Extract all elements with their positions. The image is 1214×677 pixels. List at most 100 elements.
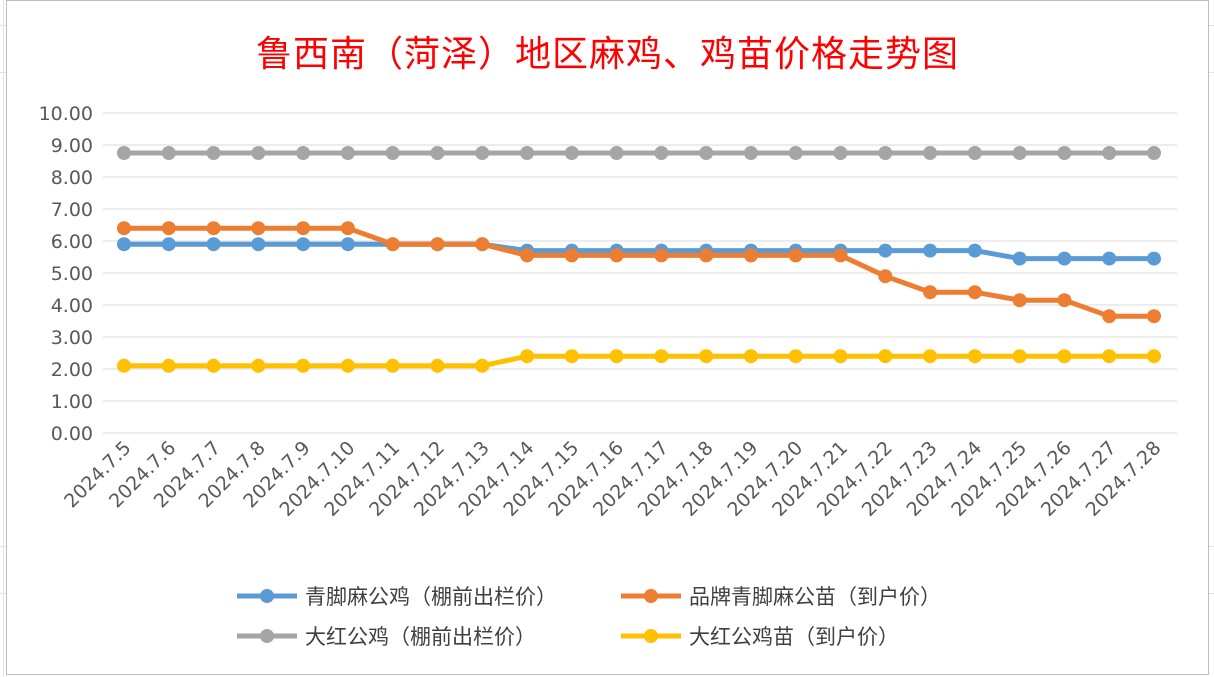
y-tick-label: 5.00 bbox=[51, 263, 93, 285]
data-point bbox=[788, 248, 803, 263]
series-line bbox=[121, 353, 1157, 369]
data-point bbox=[1057, 293, 1072, 308]
data-point bbox=[1057, 251, 1072, 266]
data-point bbox=[296, 221, 311, 236]
sheet-gridline bbox=[3, 0, 4, 677]
data-point bbox=[475, 237, 490, 252]
data-point bbox=[609, 349, 624, 364]
data-point bbox=[430, 237, 445, 252]
data-point bbox=[788, 146, 803, 160]
data-point bbox=[340, 237, 355, 252]
data-point bbox=[117, 358, 131, 373]
data-point bbox=[609, 248, 624, 263]
data-point bbox=[385, 358, 400, 373]
data-point bbox=[340, 146, 355, 160]
legend-item-series-4: 大红公鸡苗（到户价） bbox=[619, 621, 899, 651]
data-point bbox=[117, 146, 131, 160]
data-point bbox=[1147, 251, 1161, 266]
legend-label: 青脚麻公鸡（棚前出栏价） bbox=[305, 585, 557, 609]
data-point bbox=[923, 349, 938, 364]
data-point bbox=[296, 146, 311, 160]
data-point bbox=[699, 146, 714, 160]
legend-label: 品牌青脚麻公苗（到户价） bbox=[689, 585, 941, 609]
data-point bbox=[878, 146, 893, 160]
data-point bbox=[833, 349, 848, 364]
data-point bbox=[206, 237, 221, 252]
data-point bbox=[251, 146, 266, 160]
data-point bbox=[967, 285, 982, 300]
series-line bbox=[121, 225, 1157, 319]
data-point bbox=[430, 146, 445, 160]
chart-title: 鲁西南（菏泽）地区麻鸡、鸡苗价格走势图 bbox=[255, 34, 959, 75]
data-point bbox=[161, 237, 176, 252]
data-point bbox=[475, 146, 490, 160]
data-point bbox=[1012, 349, 1027, 364]
data-point bbox=[1012, 251, 1027, 266]
data-point bbox=[1147, 309, 1161, 324]
data-point bbox=[654, 248, 669, 263]
data-point bbox=[654, 146, 669, 160]
data-point bbox=[1057, 349, 1072, 364]
data-point bbox=[699, 349, 714, 364]
data-point bbox=[296, 358, 311, 373]
data-point bbox=[251, 221, 266, 236]
data-point bbox=[206, 221, 221, 236]
data-point bbox=[1147, 349, 1161, 364]
data-point bbox=[878, 243, 893, 258]
data-point bbox=[833, 248, 848, 263]
data-point bbox=[923, 243, 938, 258]
data-point bbox=[206, 358, 221, 373]
legend-label: 大红公鸡（棚前出栏价） bbox=[305, 625, 536, 649]
data-point bbox=[1102, 251, 1117, 266]
data-point bbox=[923, 146, 938, 160]
data-point bbox=[161, 146, 176, 160]
series-line bbox=[121, 241, 1157, 262]
legend-swatch-blue bbox=[237, 589, 297, 603]
legend-swatch-yellow bbox=[621, 629, 681, 643]
data-point bbox=[967, 349, 982, 364]
y-tick-label: 4.00 bbox=[51, 295, 93, 317]
data-point bbox=[340, 221, 355, 236]
data-point bbox=[1102, 309, 1117, 324]
legend-label: 大红公鸡苗（到户价） bbox=[689, 625, 899, 649]
legend-item-series-1: 青脚麻公鸡（棚前出栏价） bbox=[235, 581, 557, 611]
y-tick-label: 3.00 bbox=[51, 327, 93, 349]
data-point bbox=[833, 146, 848, 160]
data-point bbox=[430, 358, 445, 373]
data-point bbox=[1102, 349, 1117, 364]
data-point bbox=[251, 237, 266, 252]
plot-area: 0.00 1.00 2.00 3.00 4.00 5.00 6.00 7.00 8.00 9.00… bbox=[39, 103, 1177, 521]
data-point bbox=[1147, 146, 1161, 160]
data-point bbox=[967, 243, 982, 258]
data-point bbox=[520, 349, 535, 364]
y-tick-label: 10.00 bbox=[39, 103, 93, 125]
data-point bbox=[1012, 146, 1027, 160]
data-point bbox=[967, 146, 982, 160]
legend-item-series-3: 大红公鸡（棚前出栏价） bbox=[235, 621, 536, 651]
data-point bbox=[743, 349, 758, 364]
y-tick-label: 2.00 bbox=[51, 359, 93, 381]
data-point bbox=[117, 221, 131, 236]
chart-area[interactable]: 鲁西南（菏泽）地区麻鸡、鸡苗价格走势图 0.00 1.00 2.00 3.00 4.00… bbox=[6, 0, 1209, 675]
y-tick-label: 1.00 bbox=[51, 391, 93, 413]
data-point bbox=[1102, 146, 1117, 160]
y-tick-label: 8.00 bbox=[51, 167, 93, 189]
data-point bbox=[117, 237, 131, 252]
legend-item-series-2: 品牌青脚麻公苗（到户价） bbox=[619, 581, 941, 611]
data-point bbox=[1012, 293, 1027, 308]
y-tick-label: 0.00 bbox=[51, 423, 93, 445]
data-point bbox=[161, 221, 176, 236]
y-tick-label: 7.00 bbox=[51, 199, 93, 221]
data-point bbox=[340, 358, 355, 373]
data-point bbox=[161, 358, 176, 373]
data-point bbox=[699, 248, 714, 263]
data-point bbox=[743, 146, 758, 160]
data-point bbox=[385, 237, 400, 252]
data-point bbox=[296, 237, 311, 252]
data-point bbox=[923, 285, 938, 300]
legend-swatch-gray bbox=[237, 629, 297, 643]
y-tick-label: 9.00 bbox=[51, 135, 93, 157]
data-point bbox=[251, 358, 266, 373]
data-point bbox=[206, 146, 221, 160]
